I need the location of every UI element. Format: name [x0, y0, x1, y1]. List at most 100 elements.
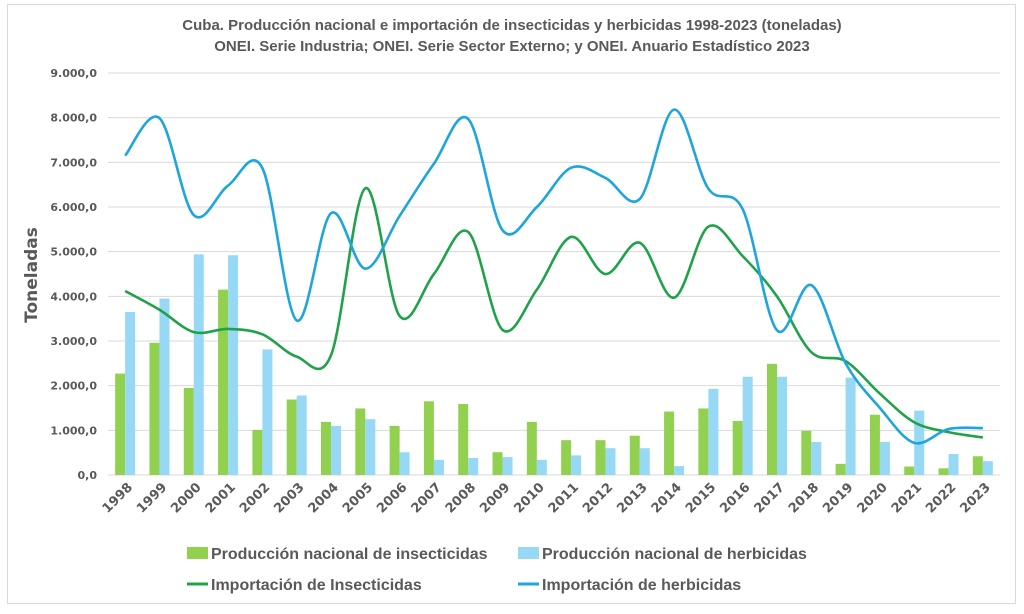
- gridlines: [108, 72, 1000, 476]
- y-tick-label: 6.000,0: [50, 201, 97, 214]
- x-tick-label: 2006: [374, 480, 410, 516]
- x-tick-label: 2013: [614, 480, 650, 516]
- x-tick-label: 2023: [957, 480, 993, 516]
- lines: [124, 108, 984, 445]
- bar-herbicide-production: [365, 419, 376, 475]
- x-tick-label: 2015: [683, 480, 719, 516]
- bar-insecticide-production: [183, 387, 194, 475]
- y-tick-label: 9.000,0: [50, 67, 97, 80]
- bar-herbicide-production: [639, 448, 650, 475]
- bar-insecticide-production: [115, 373, 126, 475]
- bar-herbicide-production: [502, 457, 513, 475]
- legend-swatch-herbicide-production: [518, 547, 539, 559]
- bar-herbicide-production: [399, 452, 410, 475]
- bar-herbicide-production: [536, 459, 547, 475]
- bar-insecticide-production: [801, 430, 812, 475]
- bar-insecticide-production: [629, 435, 640, 475]
- y-tick-label: 1.000,0: [50, 424, 97, 437]
- y-axis-label: Toneladas: [22, 227, 42, 323]
- bar-herbicide-production: [674, 466, 685, 475]
- line-herbicide-import: [124, 108, 983, 445]
- legend: Producción nacional de insecticidas Prod…: [187, 546, 807, 594]
- chart-title: Cuba. Producción nacional e importación …: [182, 17, 842, 34]
- legend-label-herbicide-production: Producción nacional de herbicidas: [542, 546, 807, 563]
- legend-label-insecticide-import: Importación de Insecticidas: [211, 577, 422, 594]
- x-tick-label: 2012: [580, 480, 616, 516]
- bar-insecticide-production: [252, 429, 263, 475]
- y-tick-label: 4.000,0: [50, 290, 97, 303]
- x-tick-label: 2004: [306, 480, 342, 516]
- bar-herbicide-production: [879, 441, 890, 475]
- bar-herbicide-production: [262, 349, 273, 475]
- bars: [115, 254, 993, 475]
- bar-insecticide-production: [321, 421, 331, 475]
- x-tick-label: 2014: [649, 480, 685, 516]
- y-axis-ticks: 0,0 1.000,0 2.000,0 3.000,0 4.000,0 5.000,0 6.…: [50, 67, 97, 482]
- bar-herbicide-production: [571, 455, 582, 475]
- y-tick-label: 2.000,0: [50, 380, 97, 393]
- bar-insecticide-production: [698, 408, 709, 475]
- bar-herbicide-production: [228, 255, 239, 475]
- bar-insecticide-production: [595, 440, 606, 475]
- x-tick-label: 2021: [889, 480, 925, 516]
- chart-card: [7, 4, 1016, 604]
- bar-insecticide-production: [664, 411, 675, 475]
- bar-insecticide-production: [767, 363, 777, 475]
- bar-insecticide-production: [904, 466, 915, 475]
- bar-herbicide-production: [125, 311, 136, 475]
- y-tick-label: 5.000,0: [50, 246, 97, 259]
- bar-insecticide-production: [458, 403, 469, 475]
- y-tick-label: 7.000,0: [50, 156, 97, 169]
- x-tick-label: 2020: [855, 480, 891, 516]
- x-axis-ticks: 1998199920002001200220032004200520062007…: [100, 480, 994, 516]
- bar-insecticide-production: [355, 408, 366, 475]
- legend-label-herbicide-import: Importación de herbicidas: [542, 577, 741, 594]
- bar-insecticide-production: [732, 420, 743, 475]
- y-tick-label: 0,0: [78, 469, 98, 482]
- x-tick-label: 2007: [409, 480, 445, 516]
- x-tick-label: 1999: [134, 480, 170, 516]
- bar-insecticide-production: [149, 342, 160, 475]
- x-tick-label: 2010: [511, 480, 547, 516]
- bar-insecticide-production: [389, 425, 400, 475]
- x-tick-label: 2019: [820, 480, 856, 516]
- bar-herbicide-production: [605, 448, 616, 475]
- bar-herbicide-production: [742, 376, 753, 475]
- y-tick-label: 8.000,0: [50, 112, 97, 125]
- bar-insecticide-production: [835, 463, 846, 475]
- bar-herbicide-production: [468, 458, 479, 475]
- legend-swatch-insecticide-production: [187, 547, 208, 559]
- bar-herbicide-production: [811, 441, 822, 475]
- bar-herbicide-production: [982, 461, 993, 475]
- x-tick-label: 2001: [203, 480, 239, 516]
- x-tick-label: 2011: [546, 480, 582, 516]
- x-tick-label: 2002: [237, 480, 273, 516]
- x-tick-label: 2018: [786, 480, 822, 516]
- x-tick-label: 2016: [717, 480, 753, 516]
- x-tick-label: 2008: [443, 480, 479, 516]
- bar-herbicide-production: [159, 298, 170, 475]
- y-tick-label: 3.000,0: [50, 335, 97, 348]
- x-tick-label: 2003: [271, 480, 307, 516]
- x-tick-label: 2009: [477, 480, 513, 516]
- bar-herbicide-production: [845, 377, 856, 475]
- bar-herbicide-production: [331, 425, 341, 475]
- bar-herbicide-production: [708, 388, 719, 475]
- bar-herbicide-production: [296, 395, 307, 475]
- bar-insecticide-production: [423, 401, 434, 475]
- x-tick-label: 2017: [752, 480, 788, 516]
- bar-herbicide-production: [433, 459, 444, 475]
- bar-insecticide-production: [869, 414, 880, 475]
- line-insecticide-import: [124, 186, 984, 439]
- bar-insecticide-production: [286, 399, 297, 475]
- x-tick-label: 2022: [923, 480, 959, 516]
- bar-insecticide-production: [526, 421, 537, 475]
- legend-label-insecticide-production: Producción nacional de insecticidas: [211, 546, 488, 563]
- bar-insecticide-production: [218, 289, 229, 475]
- bar-insecticide-production: [972, 456, 983, 475]
- x-tick-label: 1998: [100, 480, 136, 516]
- bar-herbicide-production: [193, 254, 204, 475]
- bar-insecticide-production: [938, 468, 949, 475]
- chart-subtitle: ONEI. Serie Industria; ONEI. Serie Secto…: [214, 38, 810, 55]
